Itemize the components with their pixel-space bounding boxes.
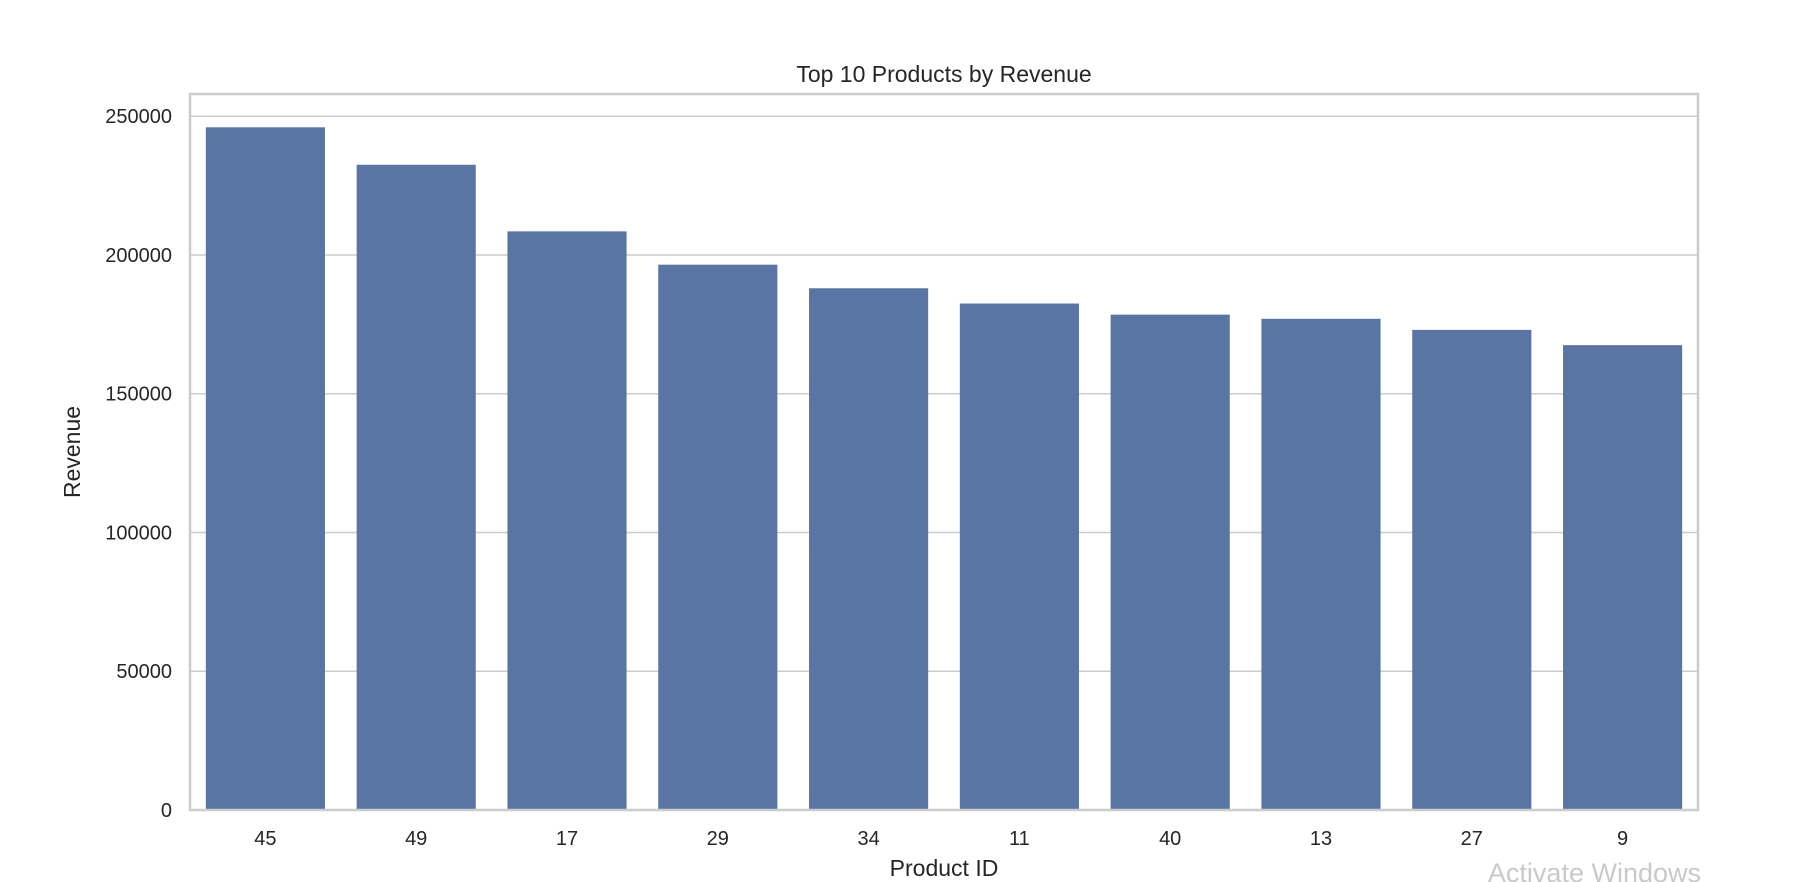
bar-product-45 xyxy=(205,127,325,811)
bar-product-40 xyxy=(1110,314,1230,810)
x-tick-label: 17 xyxy=(556,828,578,850)
x-axis-label: Product ID xyxy=(890,855,999,881)
y-tick-label: 0 xyxy=(161,800,172,822)
bar-product-17 xyxy=(507,231,627,811)
y-axis-label: Revenue xyxy=(59,406,85,498)
y-tick-label: 250000 xyxy=(105,106,172,128)
x-tick-label: 13 xyxy=(1310,828,1332,850)
bar-product-13 xyxy=(1261,318,1381,810)
bar-product-34 xyxy=(809,288,929,811)
activate-windows-watermark: Activate Windows xyxy=(1488,858,1701,882)
bar-product-11 xyxy=(959,303,1079,810)
chart-title: Top 10 Products by Revenue xyxy=(796,61,1091,87)
x-axis-ticks: 45 49 17 29 34 11 40 13 27 9 xyxy=(254,828,1628,850)
plot-area-frame xyxy=(188,92,1700,812)
bar-product-29 xyxy=(658,264,778,810)
x-tick-label: 29 xyxy=(707,828,729,850)
x-tick-label: 45 xyxy=(254,828,276,850)
bar-product-49 xyxy=(356,164,476,810)
x-tick-label: 49 xyxy=(405,828,427,850)
x-tick-label: 11 xyxy=(1009,828,1030,850)
x-tick-label: 27 xyxy=(1461,828,1483,850)
y-tick-label: 200000 xyxy=(105,245,172,267)
bar-product-27 xyxy=(1412,329,1532,810)
y-tick-label: 100000 xyxy=(105,522,172,544)
y-axis-ticks: 0 50000 100000 150000 200000 250000 xyxy=(105,106,172,822)
y-tick-label: 50000 xyxy=(116,661,172,683)
y-tick-label: 150000 xyxy=(105,384,172,406)
bar-product-9 xyxy=(1563,345,1683,810)
bars xyxy=(205,127,1683,811)
x-tick-label: 40 xyxy=(1159,828,1181,850)
x-tick-label: 9 xyxy=(1617,828,1628,850)
x-tick-label: 34 xyxy=(857,828,879,850)
